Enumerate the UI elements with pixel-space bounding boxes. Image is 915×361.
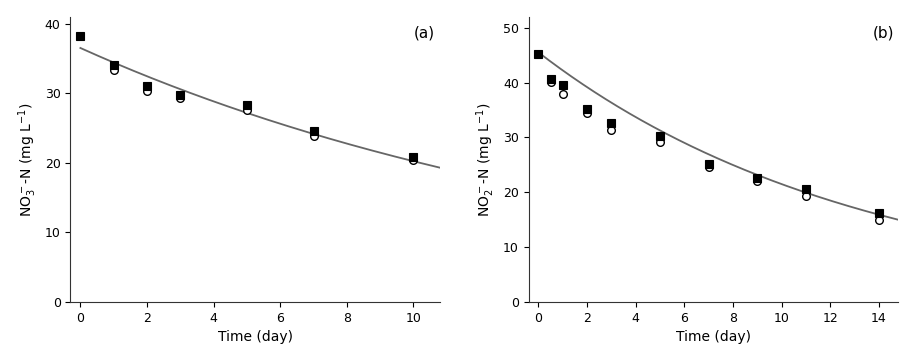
X-axis label: Time (day): Time (day) — [218, 330, 293, 344]
Text: (a): (a) — [414, 25, 436, 40]
Y-axis label: NO$_3^-$-N (mg L$^{-1}$): NO$_3^-$-N (mg L$^{-1}$) — [16, 102, 39, 217]
Y-axis label: NO$_2^-$-N (mg L$^{-1}$): NO$_2^-$-N (mg L$^{-1}$) — [475, 102, 498, 217]
X-axis label: Time (day): Time (day) — [676, 330, 751, 344]
Text: (b): (b) — [873, 25, 894, 40]
